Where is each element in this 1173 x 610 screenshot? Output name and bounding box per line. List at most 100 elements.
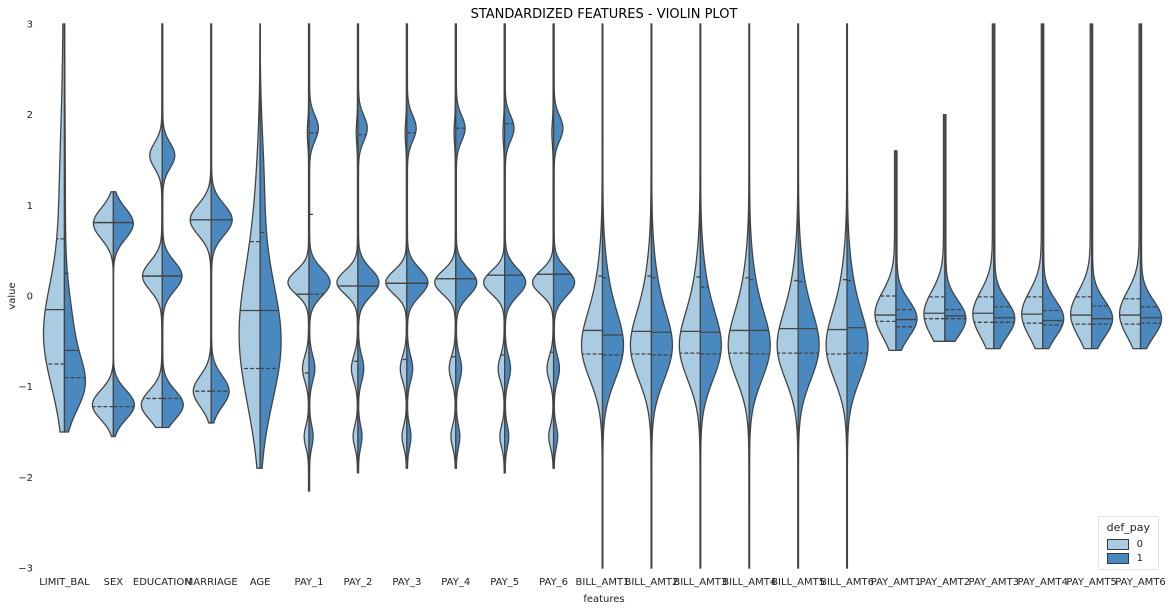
violin-pay_amt2 <box>923 114 967 342</box>
violin-sex <box>91 191 136 438</box>
violin-group <box>42 23 1163 569</box>
violin-bill_amt3 <box>678 23 722 569</box>
violin-half-0 <box>140 23 163 429</box>
violin-marriage <box>189 23 233 424</box>
y-tick-labels: −3 −2 −1 0 1 2 3 <box>18 20 33 575</box>
violin-half-1 <box>357 23 380 474</box>
violin-half-1 <box>552 23 576 469</box>
violin-bill_amt1 <box>580 23 625 569</box>
violin-pay_5 <box>483 23 527 474</box>
violin-half-0 <box>923 114 946 342</box>
y-tick-label: −3 <box>18 564 33 575</box>
violin-bill_amt4 <box>727 23 771 569</box>
violin-half-1 <box>1139 23 1163 350</box>
legend-title: def_pay <box>1106 521 1150 534</box>
violin-half-0 <box>776 23 799 569</box>
violin-half-1 <box>63 23 87 433</box>
legend: def_pay 0 1 <box>1097 516 1159 570</box>
violin-pay_amt4 <box>1021 23 1065 350</box>
legend-label-0: 0 <box>1136 538 1144 550</box>
violin-half-1 <box>504 23 527 474</box>
chart-title: STANDARDIZED FEATURES - VIOLIN PLOT <box>471 7 738 22</box>
violin-half-0 <box>385 23 408 469</box>
y-tick-label: 3 <box>27 20 33 31</box>
violin-half-1 <box>797 23 820 569</box>
x-tick-label: BILL_AMT6 <box>820 577 874 588</box>
violin-age <box>238 23 282 469</box>
violin-limit_bal <box>42 23 87 433</box>
x-tick-label: BILL_AMT5 <box>771 577 825 588</box>
violin-half-0 <box>629 23 653 569</box>
y-tick-label: 2 <box>27 110 33 121</box>
x-tick-label: PAY_AMT3 <box>969 577 1020 588</box>
violin-pay_amt6 <box>1118 23 1163 350</box>
x-tick-label: PAY_4 <box>441 577 470 588</box>
legend-swatch-0 <box>1106 538 1129 550</box>
x-tick-label: PAY_5 <box>490 577 519 588</box>
violin-half-0 <box>238 23 261 469</box>
x-tick-label: SEX <box>104 577 124 588</box>
x-tick-label: PAY_AMT6 <box>1115 577 1166 588</box>
violin-half-0 <box>825 23 848 569</box>
violin-half-0 <box>678 23 701 569</box>
violin-half-1 <box>259 23 282 469</box>
violin-half-0 <box>91 191 115 438</box>
violin-half-1 <box>1090 23 1114 350</box>
y-tick-label: 0 <box>27 292 33 303</box>
violin-education <box>140 23 184 429</box>
violin-pay_3 <box>385 23 429 469</box>
x-tick-label: LIMIT_BAL <box>39 577 90 588</box>
violin-pay_1 <box>287 23 331 492</box>
violin-half-1 <box>650 23 674 569</box>
violin-half-1 <box>406 23 429 469</box>
x-tick-label: AGE <box>250 577 271 588</box>
x-tick-label: PAY_2 <box>343 577 372 588</box>
x-tick-label: PAY_3 <box>392 577 421 588</box>
violin-half-1 <box>455 23 478 469</box>
y-tick-label: −1 <box>18 382 33 393</box>
x-tick-label: PAY_1 <box>295 577 324 588</box>
x-tick-label: PAY_AMT1 <box>871 577 922 588</box>
violin-pay_amt3 <box>972 23 1016 350</box>
violin-pay_amt1 <box>874 150 918 352</box>
violin-half-1 <box>993 23 1016 350</box>
violin-bill_amt6 <box>825 23 869 569</box>
violin-half-0 <box>727 23 750 569</box>
violin-bill_amt2 <box>629 23 674 569</box>
violin-half-0 <box>434 23 457 469</box>
x-tick-label: PAY_6 <box>539 577 568 588</box>
violin-half-0 <box>874 150 897 352</box>
x-tick-label: EDUCATION <box>133 577 192 588</box>
legend-item-1: 1 <box>1106 551 1150 565</box>
legend-swatch-1 <box>1106 552 1129 564</box>
x-tick-label: PAY_AMT4 <box>1017 577 1068 588</box>
y-axis-label: value <box>7 282 18 309</box>
violin-pay_6 <box>531 23 576 469</box>
x-axis-label: features <box>583 594 624 605</box>
violin-half-0 <box>1021 23 1044 350</box>
violin-bill_amt5 <box>776 23 820 569</box>
violin-half-1 <box>748 23 771 569</box>
violin-half-1 <box>601 23 625 569</box>
violin-half-1 <box>210 23 233 424</box>
violin-half-1 <box>1042 23 1065 350</box>
violin-half-0 <box>1069 23 1093 350</box>
x-tick-label: BILL_AMT3 <box>673 577 727 588</box>
violin-half-0 <box>42 23 66 433</box>
violin-pay_amt5 <box>1069 23 1114 350</box>
legend-item-0: 0 <box>1106 537 1150 551</box>
violin-half-1 <box>112 191 136 438</box>
violin-half-1 <box>161 23 184 429</box>
violin-half-1 <box>699 23 722 569</box>
violin-half-0 <box>531 23 555 469</box>
x-tick-label: BILL_AMT4 <box>722 577 776 588</box>
violin-half-0 <box>580 23 604 569</box>
y-tick-label: −2 <box>18 473 33 484</box>
violin-half-1 <box>846 23 869 569</box>
x-tick-label: MARRIAGE <box>185 577 238 588</box>
violin-half-0 <box>972 23 995 350</box>
x-tick-label: BILL_AMT1 <box>576 577 630 588</box>
